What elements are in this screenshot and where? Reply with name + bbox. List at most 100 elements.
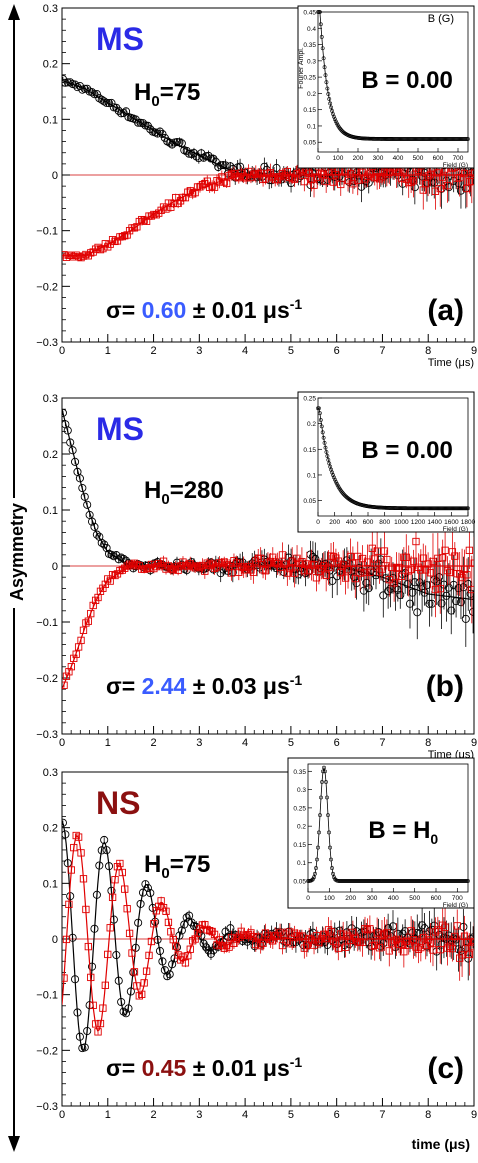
data-point xyxy=(133,560,141,569)
x-tick-label: 5 xyxy=(288,737,294,749)
x-tick-label: 2 xyxy=(150,345,156,357)
data-point xyxy=(454,178,463,188)
data-point xyxy=(121,885,129,893)
data-point xyxy=(138,215,146,224)
spectrum-point xyxy=(330,470,334,475)
data-point xyxy=(283,569,291,577)
data-point xyxy=(225,943,233,951)
data-point xyxy=(213,941,221,949)
data-point xyxy=(293,170,301,178)
data-point xyxy=(134,918,143,927)
data-point xyxy=(407,178,415,186)
data-point xyxy=(136,899,145,908)
data-point xyxy=(459,922,468,931)
data-point xyxy=(152,211,160,219)
data-point xyxy=(407,927,415,935)
data-point xyxy=(201,567,209,575)
inset-y-tick-label: 0.05 xyxy=(303,140,316,147)
data-point xyxy=(469,607,474,616)
data-point xyxy=(118,868,126,877)
data-point xyxy=(368,942,376,950)
panel-letter: (a) xyxy=(427,294,464,327)
data-point xyxy=(104,243,112,251)
data-point xyxy=(288,940,296,948)
data-point xyxy=(181,959,190,967)
data-point xyxy=(436,584,444,593)
data-point xyxy=(220,944,228,952)
data-point xyxy=(431,928,440,936)
data-point xyxy=(186,560,194,568)
data-point xyxy=(461,614,470,623)
data-point xyxy=(300,177,308,186)
data-point xyxy=(179,953,187,961)
field-label: H0=280 xyxy=(144,477,224,508)
data-point xyxy=(201,921,209,929)
data-point xyxy=(147,937,156,946)
data-point xyxy=(92,530,101,539)
data-point xyxy=(145,951,153,960)
data-point xyxy=(99,584,107,592)
data-point xyxy=(240,563,248,571)
data-point xyxy=(436,184,444,193)
data-point xyxy=(441,546,449,554)
data-point xyxy=(71,457,80,466)
data-point xyxy=(62,974,68,982)
data-point xyxy=(104,950,112,959)
sigma-suffix: ± 0.01 μs xyxy=(186,1055,289,1081)
data-point xyxy=(97,846,106,855)
data-point xyxy=(276,928,284,937)
spectrum-point xyxy=(331,473,335,477)
data-point xyxy=(99,1004,107,1012)
data-point xyxy=(363,172,372,180)
data-point xyxy=(184,562,192,570)
data-point xyxy=(283,167,291,176)
panel-letter: (b) xyxy=(426,670,464,703)
data-point xyxy=(419,934,427,942)
data-point xyxy=(153,935,162,944)
spectrum-point xyxy=(333,479,338,484)
data-point xyxy=(198,561,207,570)
data-point xyxy=(227,933,236,942)
data-point xyxy=(463,571,471,579)
spectrum-point xyxy=(322,765,326,770)
data-point xyxy=(266,557,275,566)
spectrum-point xyxy=(347,497,352,502)
data-point xyxy=(385,168,393,177)
data-point xyxy=(128,562,136,570)
inset-title: B (G) xyxy=(428,13,454,25)
inset-y-tick-label: 0.05 xyxy=(303,498,316,505)
data-point xyxy=(104,99,114,108)
data-point xyxy=(172,943,182,952)
data-point xyxy=(87,88,97,97)
data-point xyxy=(117,997,126,1007)
data-point xyxy=(322,934,330,943)
data-point xyxy=(131,943,140,952)
data-point xyxy=(118,232,126,241)
data-point xyxy=(250,942,259,951)
data-point xyxy=(468,177,474,186)
data-point xyxy=(307,936,316,944)
data-point xyxy=(155,946,165,956)
data-point xyxy=(102,98,111,107)
data-point xyxy=(329,178,338,186)
sigma-value: 2.44 xyxy=(142,673,187,699)
inset-y-tick-label: 0.3 xyxy=(307,58,316,65)
data-point xyxy=(172,942,180,950)
data-point xyxy=(118,566,126,574)
data-point xyxy=(111,237,119,246)
data-point xyxy=(90,90,99,99)
data-point xyxy=(363,558,372,566)
data-point xyxy=(80,1043,89,1052)
data-point xyxy=(470,938,474,946)
y-axis-label: Asymmetry xyxy=(7,503,27,601)
data-point xyxy=(87,962,97,971)
data-point xyxy=(281,930,289,938)
spectrum-point xyxy=(332,875,336,880)
data-point xyxy=(177,139,186,148)
b-value: 0.00 xyxy=(406,67,453,94)
x-tick-label: 3 xyxy=(196,345,202,357)
data-point xyxy=(305,935,313,943)
data-point xyxy=(181,194,190,202)
data-point xyxy=(431,187,440,195)
data-point xyxy=(426,569,435,577)
